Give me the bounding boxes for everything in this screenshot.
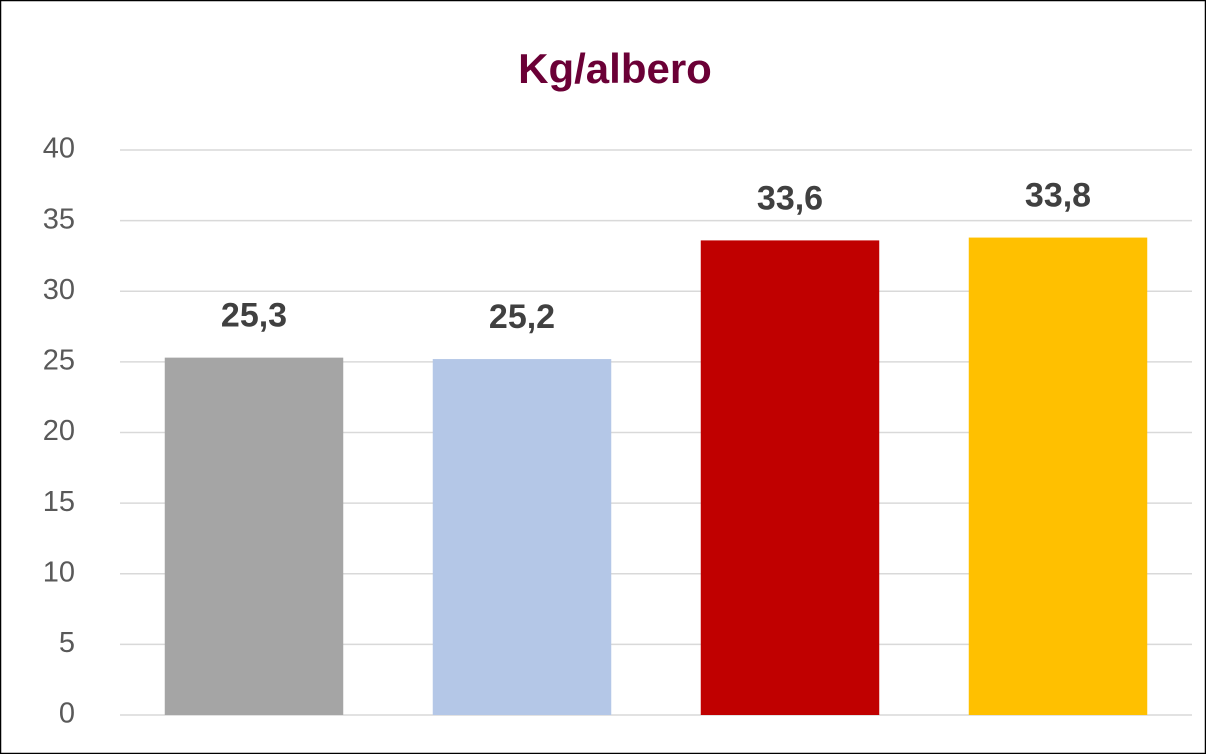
y-tick-label: 5 — [59, 627, 75, 659]
y-tick-label: 20 — [43, 415, 75, 447]
bar — [164, 357, 344, 715]
y-tick-label: 35 — [43, 203, 75, 235]
y-tick-label: 25 — [43, 345, 75, 377]
y-tick-label: 30 — [43, 274, 75, 306]
y-tick-label: 0 — [59, 698, 75, 730]
data-label: 25,2 — [489, 298, 555, 336]
y-tick-label: 15 — [43, 486, 75, 518]
y-tick-label: 10 — [43, 556, 75, 588]
bar — [432, 359, 612, 715]
data-label: 33,8 — [1025, 177, 1091, 215]
chart-title: Kg/albero — [518, 45, 712, 92]
data-label: 25,3 — [221, 297, 287, 335]
bar — [968, 237, 1148, 715]
y-tick-label: 40 — [43, 133, 75, 165]
bar — [700, 240, 880, 715]
data-label: 33,6 — [757, 179, 823, 217]
